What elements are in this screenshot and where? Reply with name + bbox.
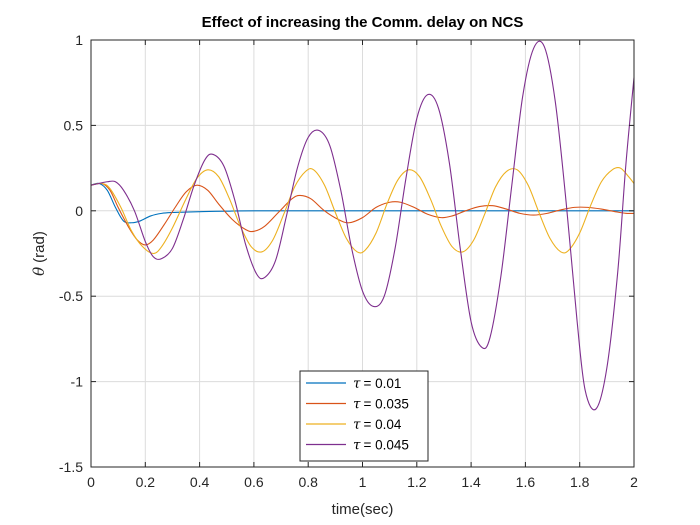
y-tick-label: -1 <box>71 374 84 390</box>
x-tick-label: 1.2 <box>407 474 427 490</box>
x-tick-label: 0.6 <box>244 474 264 490</box>
legend-entry-1: τ = 0.035 <box>353 397 409 413</box>
series-line-3 <box>90 40 635 411</box>
series-line-2 <box>90 166 635 255</box>
legend-value: = 0.04 <box>363 417 401 432</box>
legend-symbol: τ <box>353 438 361 454</box>
legend-box <box>299 370 429 462</box>
legend-value: = 0.045 <box>363 438 408 453</box>
y-tick-label: 1 <box>75 32 83 48</box>
legend-symbol: τ <box>353 376 361 392</box>
x-tick-label: 2 <box>630 474 638 490</box>
legend-entry-0: τ = 0.01 <box>353 376 401 392</box>
series-line-0 <box>90 182 635 224</box>
x-tick-label: 1.6 <box>516 474 536 490</box>
legend-entry-2: τ = 0.04 <box>353 417 402 433</box>
x-tick-label: 1.4 <box>461 474 481 490</box>
legend-entry-3: τ = 0.045 <box>353 438 409 454</box>
axis-ticks: 0 0.2 0.4 0.6 0.8 1 1.2 1.4 1.6 1.8 2 -1.5 -1 -0.5 0 0.… <box>59 32 638 490</box>
x-tick-label: 0.4 <box>190 474 210 490</box>
y-axis-label: θ (rad) <box>30 231 48 276</box>
y-axis-label-unit: (rad) <box>31 231 48 263</box>
x-tick-label: 0.2 <box>136 474 156 490</box>
legend-value: = 0.01 <box>363 376 401 391</box>
x-tick-label: 0.8 <box>298 474 318 490</box>
x-tick-label: 1.8 <box>570 474 590 490</box>
y-tick-label: 0.5 <box>64 117 84 133</box>
legend-value: = 0.035 <box>363 397 408 412</box>
y-tick-label: -0.5 <box>59 288 83 304</box>
legend-symbol: τ <box>353 417 361 433</box>
y-tick-label: -1.5 <box>59 459 83 475</box>
legend-symbol: τ <box>353 397 361 413</box>
x-tick-label: 0 <box>87 474 95 490</box>
x-tick-label: 1 <box>359 474 367 490</box>
y-tick-label: 0 <box>75 203 83 219</box>
y-axis-label-symbol: θ <box>30 267 48 276</box>
series-lines <box>90 40 635 411</box>
x-axis-label: time(sec) <box>332 501 394 518</box>
chart-title: Effect of increasing the Comm. delay on … <box>202 14 524 31</box>
